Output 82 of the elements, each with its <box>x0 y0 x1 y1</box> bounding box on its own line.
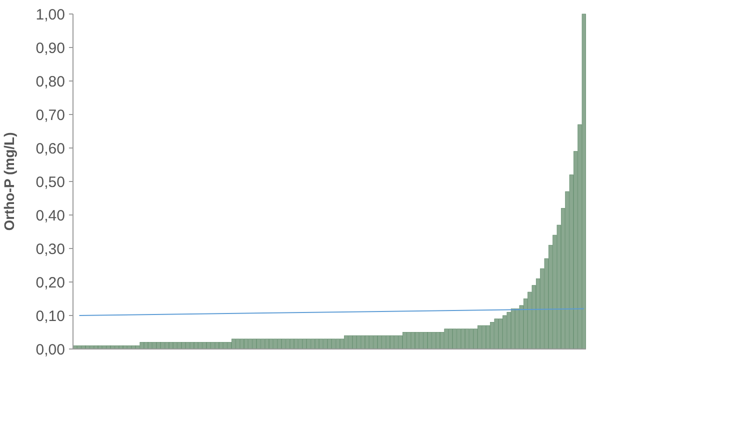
bar <box>482 325 486 350</box>
bar <box>382 335 386 350</box>
bar <box>290 338 294 350</box>
bar <box>227 342 232 350</box>
bar <box>260 338 265 350</box>
bar <box>231 338 236 350</box>
bar <box>498 318 503 350</box>
y-tick-label: 0,20 <box>36 274 65 292</box>
bar <box>390 335 394 350</box>
y-tick-label: 0,40 <box>36 207 65 224</box>
bar <box>323 338 328 350</box>
bar <box>302 338 307 350</box>
bar <box>377 335 382 350</box>
bar <box>314 338 320 350</box>
bar <box>398 335 402 350</box>
bar <box>164 342 169 350</box>
bar <box>310 338 315 350</box>
bar <box>460 328 466 350</box>
y-tick-label: 0,50 <box>36 174 65 191</box>
bar <box>152 342 156 350</box>
bar <box>402 332 407 350</box>
bar <box>478 325 482 350</box>
bar <box>286 338 290 350</box>
bar <box>494 318 498 350</box>
y-tick-label: 0,30 <box>36 240 65 258</box>
y-tick-label: 0,70 <box>36 106 65 124</box>
bar <box>432 332 436 350</box>
bar <box>582 14 586 350</box>
y-tick-label: 0,80 <box>36 73 65 90</box>
bar <box>332 338 336 350</box>
bar <box>214 342 219 350</box>
bar <box>394 335 398 350</box>
bar <box>327 338 332 350</box>
bar <box>240 338 244 350</box>
bar <box>252 338 257 350</box>
bar <box>444 328 448 350</box>
bar <box>410 332 415 350</box>
bar <box>473 328 478 350</box>
bar <box>406 332 411 350</box>
bar <box>360 335 365 350</box>
bar <box>490 322 494 350</box>
bar <box>486 325 490 350</box>
bar <box>336 338 340 350</box>
y-tick-label: 1,00 <box>36 6 65 24</box>
bar <box>248 338 252 350</box>
bar <box>319 338 324 350</box>
y-tick-label: 0,60 <box>36 140 65 158</box>
bar <box>273 338 278 350</box>
bar <box>386 335 390 350</box>
bar <box>436 332 440 350</box>
bar <box>190 342 194 350</box>
bar <box>298 338 302 350</box>
bar <box>352 335 357 350</box>
bar <box>202 342 206 350</box>
bar <box>419 332 424 350</box>
bar <box>306 338 311 350</box>
bar <box>465 328 470 350</box>
y-tick-label: 0,90 <box>36 40 65 57</box>
bar <box>264 338 270 350</box>
bar <box>356 335 361 350</box>
bar <box>348 335 352 350</box>
bar <box>340 338 344 350</box>
bar <box>364 335 370 350</box>
bar <box>344 335 348 350</box>
bar <box>373 335 378 350</box>
bar <box>456 328 461 350</box>
bar <box>369 335 374 350</box>
bar <box>506 312 511 350</box>
bar <box>177 342 182 350</box>
bar <box>510 308 516 350</box>
bar <box>448 328 453 350</box>
y-axis-title: Ortho-P (mg/L) <box>1 132 17 231</box>
bar <box>236 338 240 350</box>
bar <box>502 315 507 350</box>
bar <box>277 338 282 350</box>
bar <box>423 332 428 350</box>
bar <box>140 342 144 350</box>
bar <box>294 338 298 350</box>
bar <box>515 308 520 350</box>
y-tick-label: 0,00 <box>36 341 65 358</box>
bar <box>469 328 474 350</box>
y-tick-label: 0,10 <box>36 308 65 325</box>
